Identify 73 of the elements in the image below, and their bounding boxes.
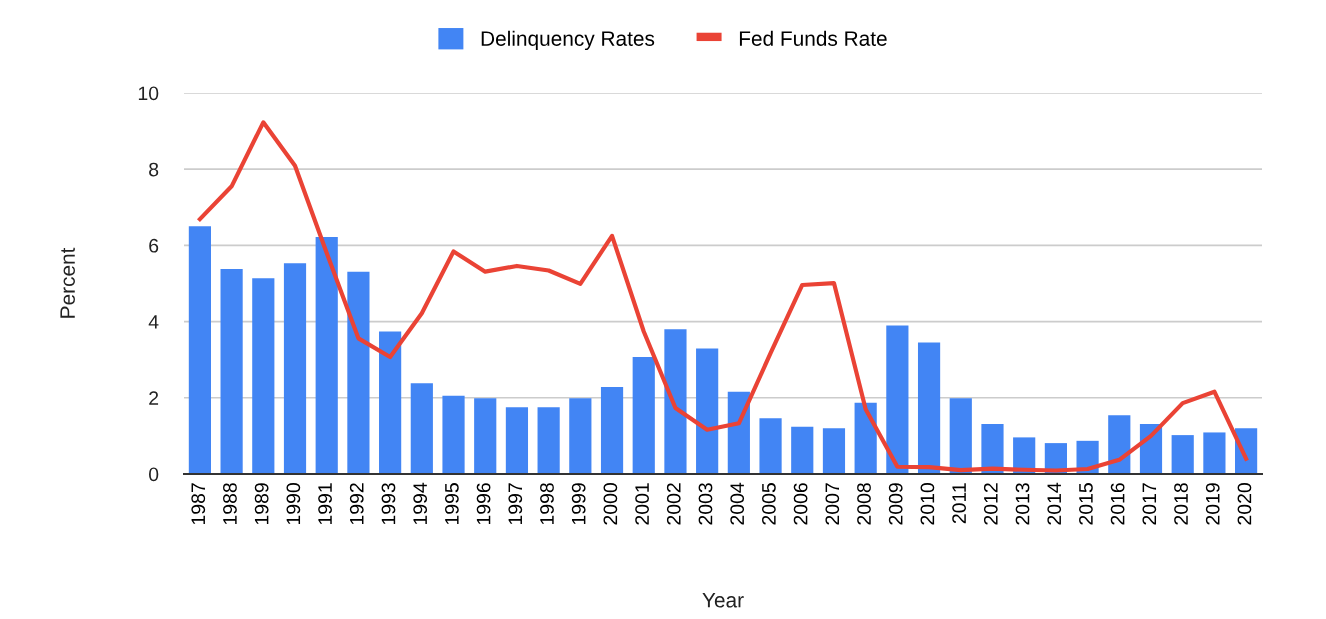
x-tick-label: 2004 [730, 482, 745, 525]
y-tick-label: 2 [149, 391, 159, 405]
x-tick-label: 1998 [540, 483, 554, 525]
bar [252, 278, 275, 474]
y-tick-label: 10 [138, 86, 159, 101]
x-tick-label: 2001 [635, 483, 649, 525]
y-tick-label: 4 [148, 315, 159, 329]
bar [1108, 415, 1131, 474]
bar [949, 398, 972, 474]
x-tick-label: 2002 [666, 483, 681, 525]
bar [981, 424, 1004, 474]
x-tick-label: 2017 [1142, 483, 1157, 525]
bar [569, 398, 592, 474]
x-tick-label: 2016 [1110, 483, 1125, 525]
bar [854, 402, 877, 474]
bar [632, 357, 655, 474]
legend-label: Delinquency Rates [481, 30, 655, 51]
x-tick-label: 1989 [254, 483, 269, 525]
bar [283, 263, 307, 474]
bar [759, 418, 782, 474]
bar [347, 271, 370, 474]
bar [315, 236, 338, 474]
x-tick-label: 2000 [603, 483, 618, 525]
x-tick-label: 1987 [191, 483, 206, 525]
bar [791, 426, 814, 474]
x-tick-label: 2011 [952, 483, 966, 524]
x-tick-label: 1994 [413, 482, 428, 525]
x-tick-label: 1999 [571, 483, 586, 525]
bar [917, 342, 941, 474]
bar [505, 407, 529, 474]
x-tick-label: 2014 [1047, 482, 1062, 525]
x-tick-label: 2005 [762, 483, 776, 525]
x-tick-label: 2015 [1079, 483, 1093, 525]
bar [664, 329, 687, 474]
x-tick-label: 1988 [223, 483, 237, 525]
bar [1171, 435, 1194, 474]
bar [696, 348, 719, 474]
bar [886, 325, 909, 474]
x-tick-label: 2006 [793, 483, 808, 525]
bar [442, 395, 465, 474]
line-series [197, 120, 1249, 473]
x-tick-label: 2012 [983, 483, 998, 525]
bar [474, 398, 497, 474]
y-tick-label: 0 [149, 467, 159, 482]
bar [1203, 432, 1226, 474]
x-tick-label: 1997 [508, 483, 523, 525]
x-tick-label: 1992 [349, 483, 364, 525]
x-tick-label: 2007 [825, 483, 840, 525]
x-tick-label: 2020 [1237, 483, 1252, 525]
bar [537, 407, 560, 474]
x-tick-label: 1990 [286, 483, 301, 525]
bar [379, 331, 402, 474]
bar [220, 268, 243, 474]
x-tick-label: 2019 [1205, 483, 1220, 525]
x-axis-title: Year [702, 592, 744, 608]
legend-label: Fed Funds Rate [739, 30, 887, 46]
x-tick-label: 1991 [318, 483, 332, 525]
x-tick-label: 2010 [920, 483, 935, 525]
x-tick-label: 2003 [698, 483, 713, 525]
x-tick-label: 1995 [444, 483, 459, 525]
bar [188, 226, 211, 474]
x-tick-label: 2013 [1015, 483, 1030, 525]
x-tick-label: 1996 [476, 483, 491, 525]
x-tick-label: 2018 [1174, 483, 1188, 525]
y-tick-label: 6 [149, 238, 159, 253]
x-tick-label: 1993 [381, 483, 396, 525]
bar [410, 383, 433, 474]
bar [600, 387, 624, 474]
x-tick-label: 2009 [888, 483, 903, 525]
x-tick-label: 2008 [857, 483, 871, 525]
y-tick-label: 8 [149, 162, 159, 177]
bar [822, 428, 846, 474]
y-axis-title: Percent [60, 247, 75, 318]
